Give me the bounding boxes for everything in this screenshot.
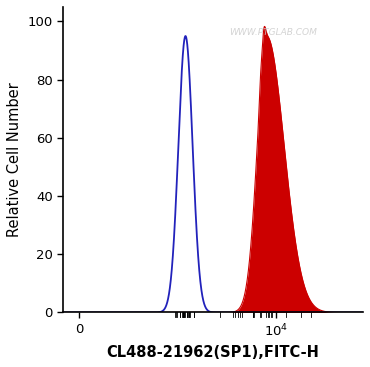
X-axis label: CL488-21962(SP1),FITC-H: CL488-21962(SP1),FITC-H [107, 345, 320, 360]
Text: WWW.PTGLAB.COM: WWW.PTGLAB.COM [229, 28, 317, 37]
Y-axis label: Relative Cell Number: Relative Cell Number [7, 82, 22, 237]
